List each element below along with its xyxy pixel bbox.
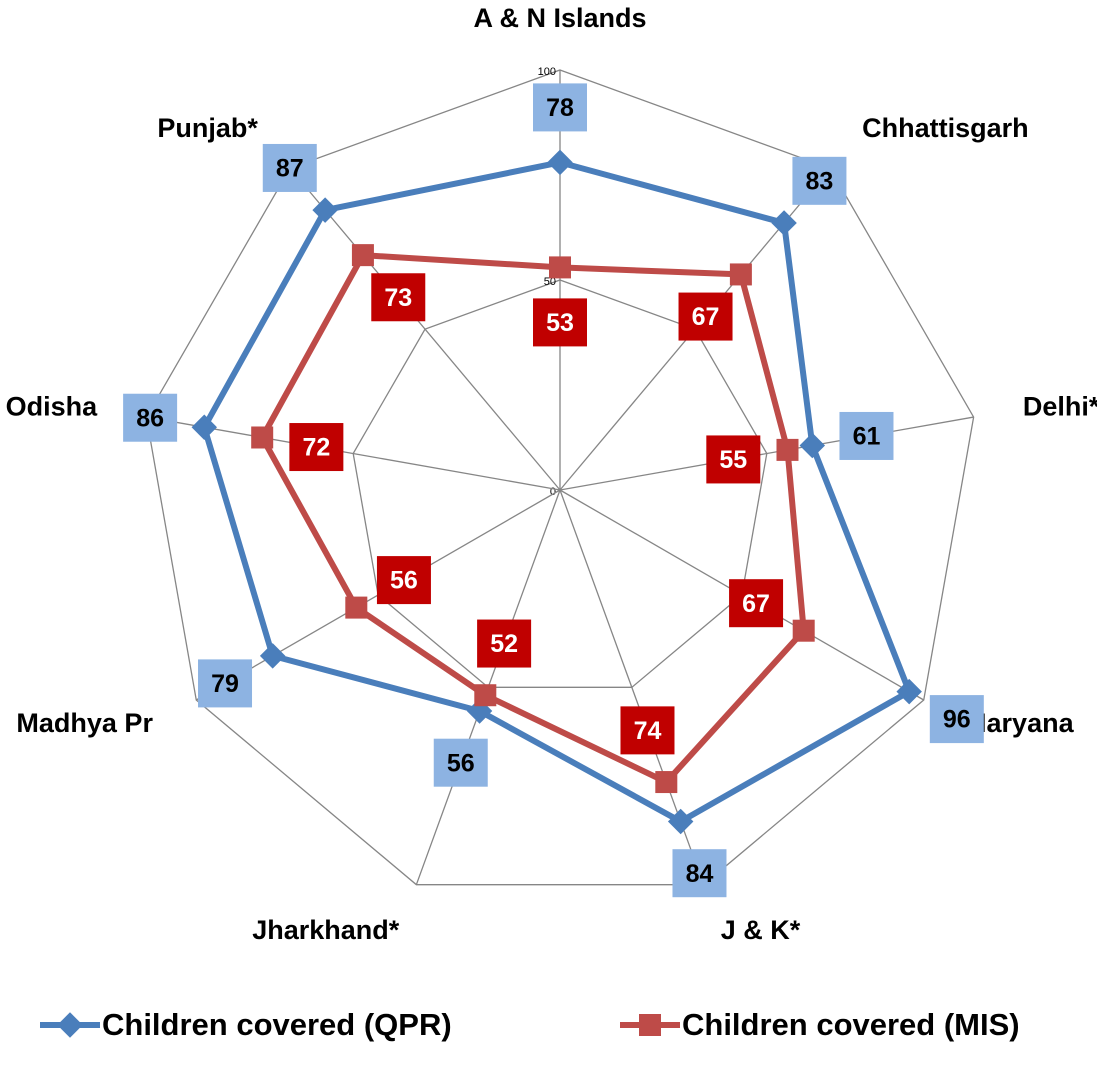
value-label-box (929, 695, 984, 744)
value-label-box (123, 393, 178, 442)
marker (345, 596, 368, 619)
marker (549, 256, 571, 279)
category-label: Punjab* (157, 113, 258, 143)
legend-marker (639, 1014, 661, 1036)
value-label: 86 (136, 404, 164, 432)
value-label: 61 (853, 423, 881, 451)
value-label-box (262, 143, 317, 192)
value-label: 96 (943, 706, 971, 734)
value-label: 74 (634, 717, 662, 745)
value-label-box (371, 273, 426, 322)
category-label: Jharkhand* (252, 915, 400, 945)
value-label: 84 (686, 860, 714, 888)
spoke (559, 416, 974, 491)
value-label: 83 (806, 167, 834, 195)
value-label: 67 (742, 590, 770, 618)
tick-label: 50 (544, 276, 556, 288)
spoke (289, 167, 561, 491)
value-label-box (678, 292, 733, 341)
series-line (259, 252, 807, 786)
value-label-box (620, 706, 675, 755)
marker (474, 684, 497, 707)
marker (312, 197, 338, 223)
value-label: 78 (546, 94, 574, 122)
value-label: 55 (719, 446, 747, 474)
value-label-box (792, 156, 847, 205)
marker (259, 643, 286, 669)
category-label: J & K* (721, 915, 801, 945)
legend-label: Children covered (MIS) (682, 1007, 1020, 1042)
marker (792, 619, 815, 642)
marker (547, 149, 573, 176)
category-label: A & N Islands (473, 3, 646, 33)
value-label-box (477, 619, 532, 668)
value-label-box (376, 556, 431, 605)
legend-label: Children covered (QPR) (102, 1007, 452, 1042)
value-label-box (289, 423, 344, 472)
tick-label: 0 (550, 486, 556, 498)
marker (351, 244, 374, 267)
marker (776, 438, 799, 461)
value-label: 52 (490, 630, 518, 658)
value-label-box (706, 435, 761, 484)
value-label-box (839, 411, 894, 460)
value-label-box (433, 738, 488, 787)
spoke (146, 416, 561, 491)
marker (729, 263, 752, 286)
legend-marker (57, 1012, 83, 1038)
marker (655, 771, 678, 794)
marker (799, 432, 826, 459)
value-label-box (533, 83, 587, 132)
category-label: Madhya Pr (16, 708, 153, 738)
value-label: 56 (390, 567, 418, 595)
marker (667, 808, 694, 835)
marker (251, 426, 274, 449)
marker (771, 210, 797, 236)
value-label-box (198, 659, 253, 708)
series-line (201, 159, 913, 825)
category-label: Chhattisgarh (862, 113, 1029, 143)
marker (191, 414, 218, 441)
category-label: Haryana (967, 708, 1075, 738)
tick-label: 100 (538, 66, 556, 78)
value-label: 53 (546, 309, 574, 337)
category-label: Delhi* (1023, 392, 1097, 422)
value-label: 56 (447, 749, 475, 777)
value-label-box (672, 849, 727, 898)
value-label: 73 (384, 284, 412, 312)
category-label: Odisha (6, 392, 99, 422)
value-label-box (729, 579, 784, 628)
grid-ring (145, 69, 975, 886)
grid-ring (352, 279, 768, 688)
marker (896, 678, 922, 705)
value-label: 79 (211, 670, 239, 698)
value-label-box (533, 298, 587, 347)
value-label: 67 (692, 303, 720, 331)
value-label: 72 (302, 434, 330, 462)
value-label: 87 (276, 155, 304, 183)
